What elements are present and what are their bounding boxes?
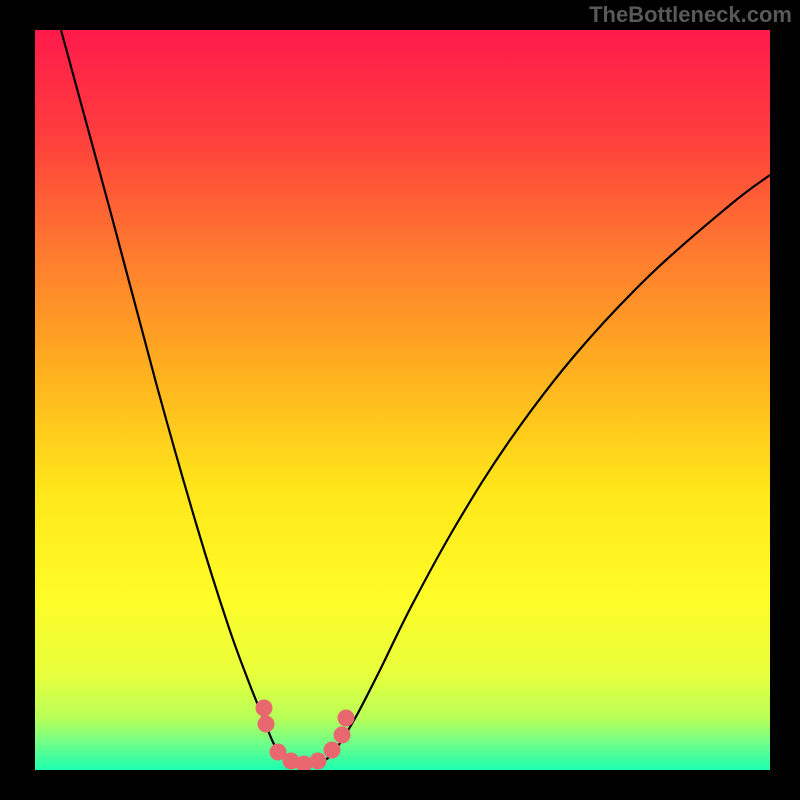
marker-dot — [256, 700, 273, 717]
marker-dot — [310, 753, 327, 770]
marker-dot — [324, 742, 341, 759]
marker-dot — [338, 710, 355, 727]
plot-area — [35, 30, 770, 770]
chart-root: { "meta": { "watermark_text": "TheBottle… — [0, 0, 800, 800]
watermark-text: TheBottleneck.com — [589, 2, 792, 28]
marker-dot — [334, 727, 351, 744]
marker-dot — [258, 716, 275, 733]
marker-dot — [296, 756, 313, 773]
chart-svg — [0, 0, 800, 800]
